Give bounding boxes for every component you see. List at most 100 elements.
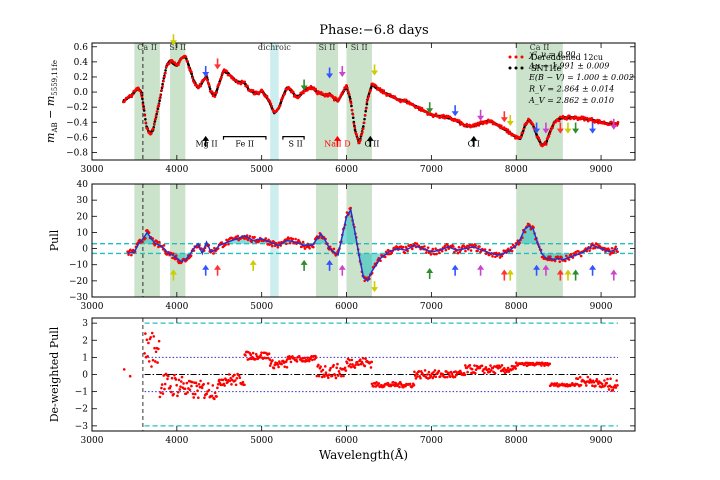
feature-label: Mg II: [195, 139, 217, 148]
deweighted-point: [375, 381, 378, 384]
pull-point: [410, 243, 413, 247]
pull-point: [579, 254, 583, 258]
deweighted-point: [427, 370, 431, 374]
sn11fe-point: [353, 128, 357, 132]
deweighted-point: [284, 360, 288, 363]
deweighted-point: [179, 385, 182, 388]
sn11fe-point: [365, 102, 369, 106]
dereddened-point: [538, 138, 541, 142]
pull-point: [162, 244, 166, 247]
sn11fe-point: [208, 87, 212, 91]
arrow-head: [477, 115, 485, 121]
deweighted-point: [597, 382, 600, 386]
dereddened-point: [549, 128, 553, 132]
deweighted-point: [166, 374, 170, 378]
deweighted-point: [344, 369, 348, 372]
deweighted-point: [254, 352, 258, 356]
spectrum-points: [122, 54, 620, 148]
deweighted-point: [382, 385, 386, 388]
sn11fe-point: [187, 64, 191, 67]
dereddened-point: [341, 92, 345, 95]
deweighted-point: [173, 373, 176, 377]
legend-label: Dereddened 12cu: [531, 53, 603, 62]
pull-point: [383, 255, 387, 259]
dereddened-point: [349, 101, 353, 105]
deweighted-point: [313, 357, 316, 361]
pull-point: [466, 244, 469, 248]
dereddened-point: [521, 131, 525, 135]
pull-point: [569, 252, 573, 256]
deweighted-point: [163, 387, 166, 391]
dereddened-point: [269, 102, 273, 105]
deweighted-point: [413, 374, 417, 377]
deweighted-point: [197, 396, 200, 400]
dereddened-point: [229, 74, 233, 77]
sn11fe-point: [351, 116, 355, 120]
y-tick-label: 0.0: [74, 88, 89, 98]
pull-point: [567, 258, 571, 261]
deweighted-point: [149, 335, 153, 339]
y-axis-label: De-weighted Pull: [48, 326, 61, 422]
plot-frame: [91, 42, 636, 161]
dereddened-point: [583, 119, 586, 122]
deweighted-point: [614, 386, 618, 389]
dereddened-point: [448, 115, 452, 119]
dereddened-point: [162, 79, 165, 83]
deweighted-point: [339, 374, 343, 378]
deweighted-point: [500, 364, 504, 367]
dereddened-point: [355, 133, 359, 137]
deweighted-point: [216, 386, 219, 390]
dereddened-point: [246, 84, 249, 88]
deweighted-point: [321, 368, 325, 372]
deweighted-point: [221, 378, 225, 382]
pull-point: [547, 255, 550, 258]
deweighted-point: [157, 347, 160, 351]
pull-point: [478, 245, 481, 248]
deweighted-point: [514, 361, 518, 365]
x-tick-label: 7000: [420, 165, 443, 175]
dereddened-point: [339, 94, 343, 97]
pull-smooth-line: [127, 207, 619, 283]
deweighted-point: [326, 376, 330, 380]
pull-point: [546, 258, 549, 262]
dereddened-point: [243, 80, 247, 84]
pull-point: [564, 254, 568, 258]
dereddened-point: [291, 90, 295, 94]
deweighted-point: [295, 360, 299, 363]
deweighted-point: [280, 362, 283, 366]
dereddened-point: [384, 92, 387, 95]
dereddened-point: [152, 122, 156, 126]
dereddened-point: [543, 140, 547, 144]
dereddened-point: [197, 85, 201, 89]
deweighted-point: [348, 358, 351, 362]
pull-point: [423, 245, 426, 248]
pull-point: [564, 259, 567, 263]
deweighted-point: [254, 357, 257, 361]
deweighted-point: [351, 363, 354, 366]
deweighted-point: [320, 375, 324, 379]
deweighted-point: [178, 388, 182, 391]
pull-point: [303, 247, 307, 250]
deweighted-point: [288, 355, 291, 358]
dereddened-point: [544, 143, 548, 146]
feature-label: S II: [288, 139, 302, 148]
dereddened-point: [144, 121, 148, 124]
deweighted-point: [128, 374, 132, 378]
deweighted-point: [185, 381, 189, 385]
deweighted-point: [606, 377, 609, 381]
x-axis-label: Wavelength(Å): [319, 447, 408, 462]
x-tick-label: 3000: [81, 165, 104, 175]
deweighted-point: [579, 383, 583, 387]
pull-point: [498, 256, 502, 259]
feature-arrow: [610, 118, 618, 130]
feature-arrow: [556, 122, 564, 134]
dereddened-point: [177, 63, 180, 66]
y-tick-label: −3: [75, 422, 89, 432]
dereddened-point: [361, 127, 365, 131]
deweighted-point: [329, 366, 332, 370]
arrow-head: [556, 128, 564, 134]
dereddened-point: [187, 66, 191, 69]
band-label: Si II: [319, 43, 336, 52]
pull-point: [558, 260, 562, 263]
legend-marker: [514, 55, 518, 59]
